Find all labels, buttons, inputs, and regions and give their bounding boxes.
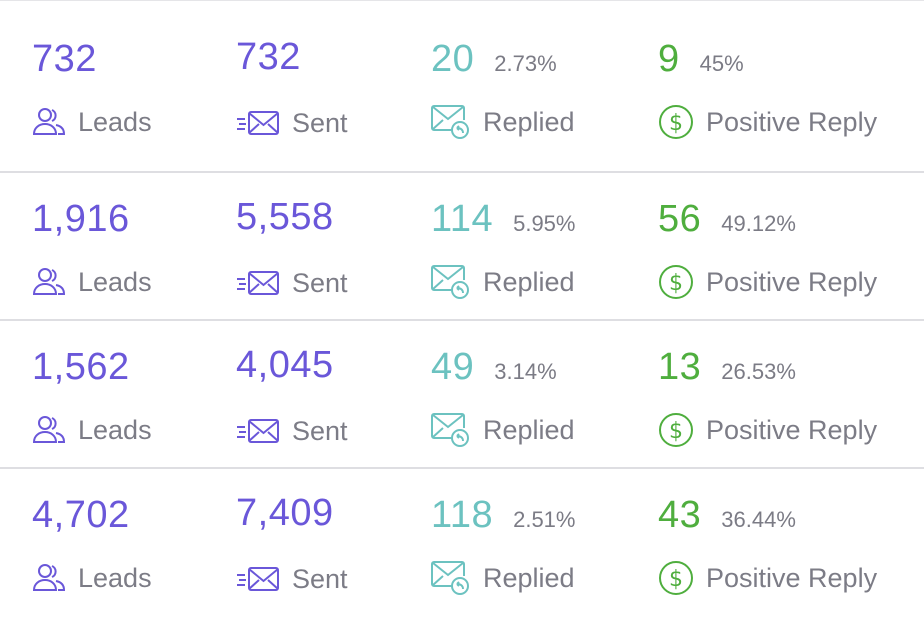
leads-count: 1,916 (32, 198, 130, 240)
positive-reply-count: 43 (658, 494, 702, 536)
replied-label: Replied (483, 562, 575, 593)
leads-count: 1,562 (32, 346, 130, 388)
leads-count: 732 (32, 38, 97, 80)
row-divider (0, 467, 924, 469)
stats-row: 4,702 Leads 7,409 Sent 118 (0, 468, 924, 618)
top-divider (0, 0, 924, 1)
replied-count: 20 (431, 38, 475, 80)
svg-text:$: $ (669, 271, 683, 296)
mail-reply-icon (431, 104, 471, 140)
replied-rate: 2.51% (513, 507, 576, 532)
positive-reply-label: Positive Reply (706, 266, 878, 297)
replied-label: Replied (483, 106, 575, 137)
dollar-circle-icon: $ (658, 104, 694, 140)
positive-reply-rate: 26.53% (721, 359, 796, 384)
sent-count: 4,045 (236, 344, 334, 386)
sent-label: Sent (292, 416, 348, 446)
dollar-circle-icon: $ (658, 264, 694, 300)
row-divider (0, 319, 924, 321)
positive-reply-count: 56 (658, 198, 702, 240)
users-icon (32, 266, 66, 298)
svg-text:$: $ (669, 111, 683, 136)
replied-count: 49 (431, 346, 475, 388)
svg-text:$: $ (669, 419, 683, 444)
mail-reply-icon (431, 264, 471, 300)
users-icon (32, 106, 66, 138)
users-icon (32, 414, 66, 446)
positive-reply-rate: 45% (699, 51, 744, 76)
send-mail-icon (236, 566, 280, 594)
positive-reply-rate: 49.12% (721, 211, 796, 236)
replied-count: 118 (431, 494, 494, 536)
dollar-circle-icon: $ (658, 412, 694, 448)
replied-rate: 2.73% (494, 51, 557, 76)
leads-count: 4,702 (32, 494, 130, 536)
positive-reply-count: 13 (658, 346, 702, 388)
replied-label: Replied (483, 414, 575, 445)
leads-label: Leads (78, 562, 152, 593)
sent-label: Sent (292, 268, 348, 298)
stats-row: 1,562 Leads 4,045 Sent 49 (0, 320, 924, 470)
sent-count: 5,558 (236, 196, 334, 238)
send-mail-icon (236, 270, 280, 298)
replied-label: Replied (483, 266, 575, 297)
leads-label: Leads (78, 414, 152, 445)
positive-reply-rate: 36.44% (721, 507, 796, 532)
leads-label: Leads (78, 106, 152, 137)
positive-reply-count: 9 (658, 38, 680, 80)
leads-label: Leads (78, 266, 152, 297)
send-mail-icon (236, 418, 280, 446)
replied-rate: 3.14% (494, 359, 557, 384)
row-divider (0, 171, 924, 173)
positive-reply-label: Positive Reply (706, 414, 878, 445)
positive-reply-label: Positive Reply (706, 106, 878, 137)
stats-row: 1,916 Leads 5,558 Sent 114 (0, 172, 924, 322)
sent-count: 7,409 (236, 492, 334, 534)
sent-label: Sent (292, 108, 348, 138)
send-mail-icon (236, 110, 280, 138)
stats-row: 732 Leads 732 Sent 20 2.73 (0, 0, 924, 150)
mail-reply-icon (431, 412, 471, 448)
mail-reply-icon (431, 560, 471, 596)
replied-count: 114 (431, 198, 494, 240)
sent-count: 732 (236, 36, 301, 78)
svg-text:$: $ (669, 567, 683, 592)
replied-rate: 5.95% (513, 211, 576, 236)
sent-label: Sent (292, 564, 348, 594)
positive-reply-label: Positive Reply (706, 562, 878, 593)
users-icon (32, 562, 66, 594)
dollar-circle-icon: $ (658, 560, 694, 596)
